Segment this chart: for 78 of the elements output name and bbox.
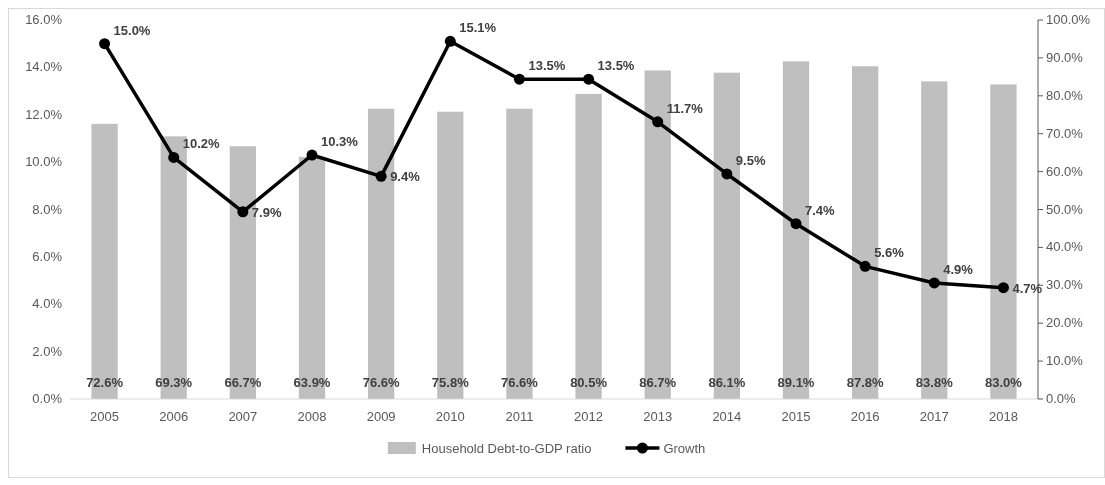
point bbox=[444, 35, 456, 47]
y-tick-label: 2.0% bbox=[32, 343, 63, 359]
y2-tick-label: 10.0% bbox=[1046, 353, 1084, 369]
data-label: 7.9% bbox=[251, 204, 282, 220]
x-tick-label: 2017 bbox=[919, 409, 949, 424]
point bbox=[721, 168, 733, 180]
x-tick-label: 2009 bbox=[366, 409, 396, 424]
x-tick-label: 2010 bbox=[435, 409, 465, 424]
data-label: 15.1% bbox=[459, 20, 497, 36]
data-label: 10.3% bbox=[321, 134, 359, 150]
data-label: 63.9% bbox=[293, 375, 331, 390]
y-tick-label: 4.0% bbox=[32, 296, 63, 312]
point bbox=[859, 260, 871, 272]
data-label: 87.8% bbox=[846, 375, 885, 390]
y2-tick-label: 100.0% bbox=[1046, 12, 1091, 27]
data-label: 83.0% bbox=[984, 375, 1023, 390]
data-label: 9.5% bbox=[735, 152, 766, 168]
y-tick-label: 10.0% bbox=[25, 154, 63, 170]
y2-tick-label: 50.0% bbox=[1046, 201, 1084, 217]
data-label: 5.6% bbox=[874, 245, 905, 261]
legend-label: Growth bbox=[663, 441, 706, 456]
data-label: 76.6% bbox=[500, 375, 539, 390]
data-label: 75.8% bbox=[431, 375, 470, 390]
point bbox=[168, 151, 180, 163]
x-tick-label: 2011 bbox=[505, 409, 534, 424]
y2-tick-label: 20.0% bbox=[1046, 315, 1084, 331]
data-label: 4.9% bbox=[943, 261, 974, 277]
y2-tick-label: 70.0% bbox=[1046, 125, 1084, 141]
y2-tick-label: 60.0% bbox=[1046, 163, 1084, 179]
point bbox=[306, 149, 318, 161]
data-label: 83.8% bbox=[915, 375, 954, 390]
point bbox=[375, 170, 387, 182]
y-tick-label: 8.0% bbox=[32, 201, 63, 217]
x-tick-label: 2016 bbox=[850, 409, 880, 424]
x-tick-label: 2005 bbox=[90, 409, 120, 424]
data-label: 4.7% bbox=[1012, 280, 1043, 296]
x-tick-label: 2014 bbox=[712, 409, 742, 424]
y2-tick-label: 80.0% bbox=[1046, 87, 1084, 103]
data-label: 13.5% bbox=[528, 58, 566, 74]
x-tick-label: 2018 bbox=[988, 409, 1018, 424]
data-label: 86.1% bbox=[708, 375, 746, 390]
x-tick-label: 2013 bbox=[643, 409, 673, 424]
x-tick-label: 2012 bbox=[574, 409, 604, 424]
y-tick-label: 14.0% bbox=[25, 59, 63, 75]
data-label: 9.4% bbox=[390, 169, 421, 185]
legend-label: Household Debt-to-GDP ratio bbox=[421, 441, 592, 456]
y2-tick-label: 0.0% bbox=[1046, 391, 1077, 406]
y-tick-label: 16.0% bbox=[25, 12, 63, 27]
y2-tick-label: 40.0% bbox=[1046, 239, 1084, 255]
y-tick-label: 6.0% bbox=[32, 248, 63, 264]
data-label: 69.3% bbox=[155, 375, 193, 390]
point bbox=[583, 73, 595, 85]
data-label: 7.4% bbox=[805, 202, 836, 218]
x-tick-label: 2007 bbox=[228, 409, 258, 424]
data-label: 10.2% bbox=[182, 136, 221, 152]
data-label: 86.7% bbox=[639, 375, 677, 390]
data-label: 66.7% bbox=[224, 375, 262, 390]
y2-tick-label: 30.0% bbox=[1046, 277, 1084, 293]
y-tick-label: 0.0% bbox=[32, 391, 63, 406]
data-label: 15.0% bbox=[113, 22, 151, 38]
data-label: 76.6% bbox=[362, 375, 401, 390]
point bbox=[513, 73, 525, 85]
point bbox=[99, 38, 111, 50]
y2-tick-label: 90.0% bbox=[1046, 49, 1084, 65]
data-label: 13.5% bbox=[597, 58, 635, 74]
data-label: 89.1% bbox=[777, 375, 815, 390]
x-tick-label: 2015 bbox=[781, 409, 811, 424]
data-label: 72.6% bbox=[86, 375, 124, 390]
point bbox=[237, 206, 249, 218]
point bbox=[790, 218, 802, 230]
y-tick-label: 12.0% bbox=[25, 106, 63, 122]
data-label: 80.5% bbox=[570, 375, 608, 390]
data-label: 11.7% bbox=[666, 100, 704, 116]
point bbox=[997, 282, 1009, 294]
x-tick-label: 2006 bbox=[159, 409, 189, 424]
point bbox=[928, 277, 940, 289]
x-tick-label: 2008 bbox=[297, 409, 327, 424]
point bbox=[652, 116, 664, 128]
